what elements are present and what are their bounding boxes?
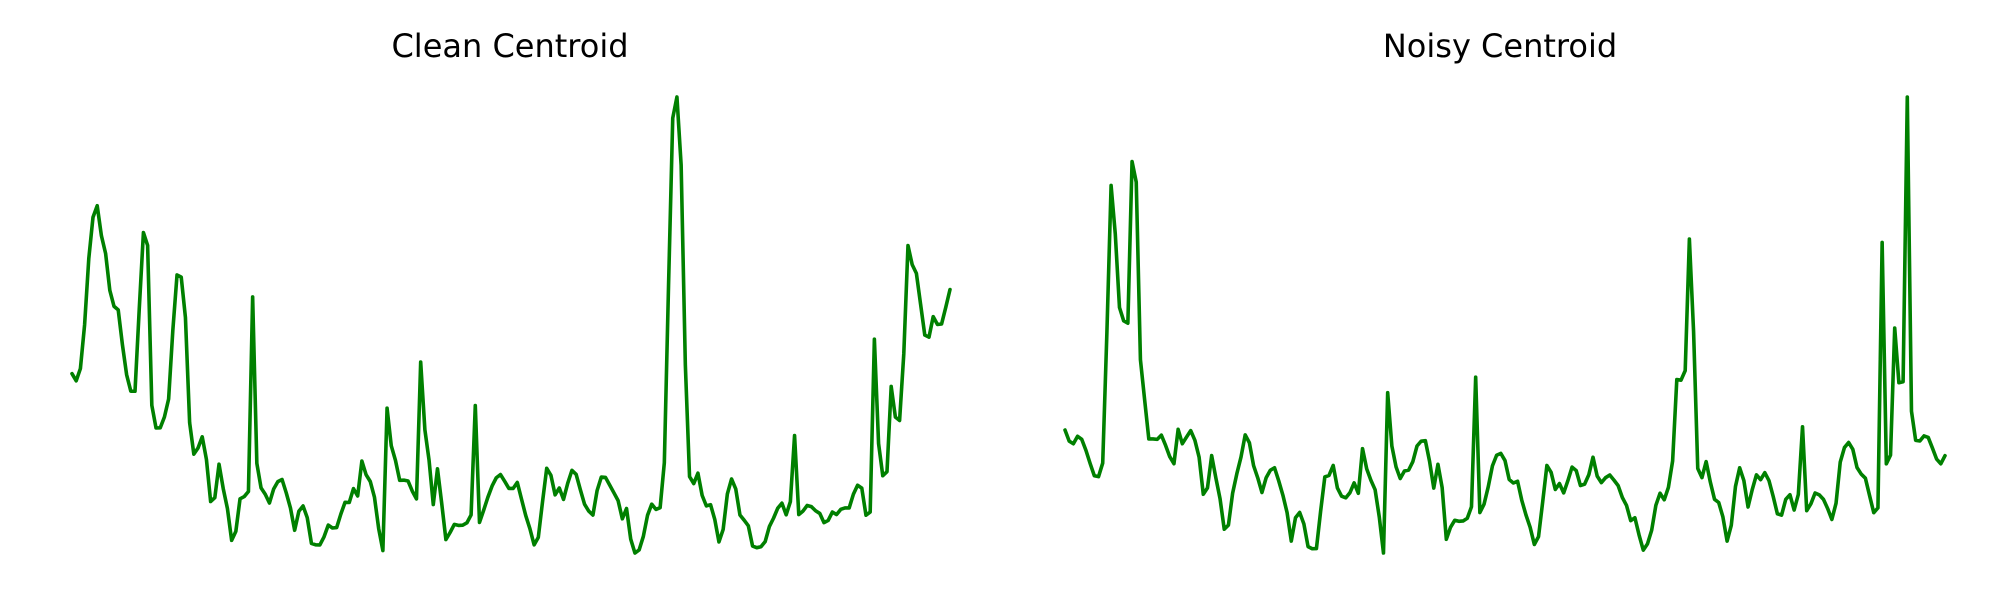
clean-centroid-title: Clean Centroid — [391, 27, 628, 65]
noisy-centroid-panel: Noisy Centroid — [1063, 27, 1947, 555]
clean-centroid-panel: Clean Centroid — [70, 27, 952, 555]
noisy-centroid-title: Noisy Centroid — [1383, 27, 1617, 65]
noisy-centroid-line — [1063, 95, 1947, 555]
clean-centroid-line — [70, 95, 952, 555]
